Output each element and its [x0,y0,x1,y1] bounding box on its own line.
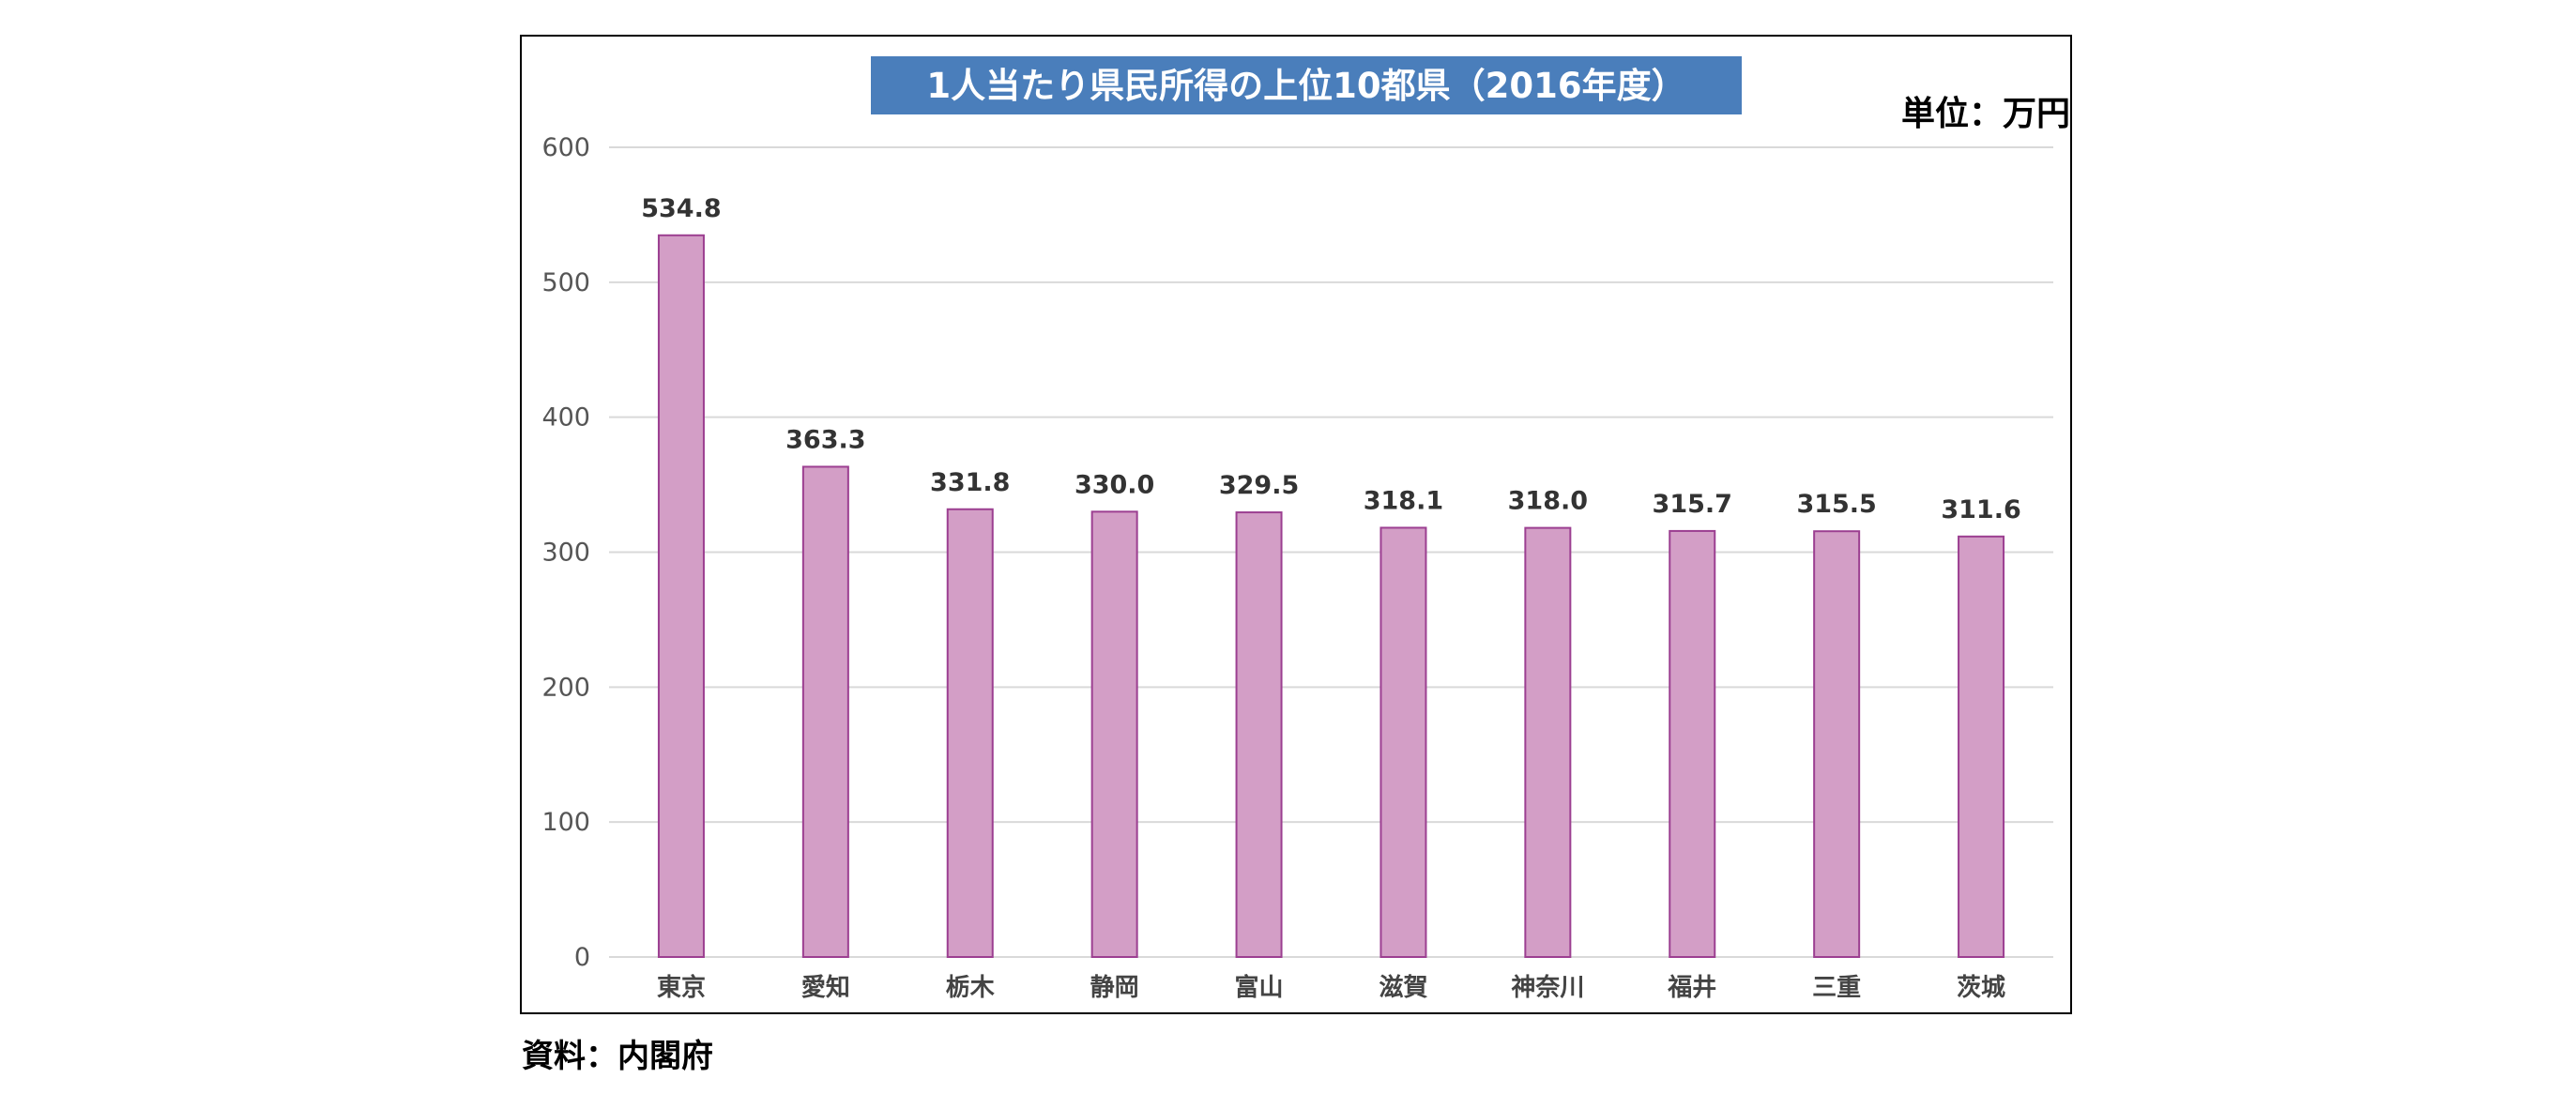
bar [1958,535,2005,958]
bar [1813,530,1861,958]
chart-frame: 0 100 200 300 400 500 600 534.8 363.3 331.8 330.0… [520,35,2072,1014]
gridlines [609,146,2053,958]
data-label: 534.8 [641,194,721,223]
y-tick-label: 400 [541,403,590,433]
bar [1090,510,1138,958]
bar [1379,526,1427,959]
data-label: 318.0 [1508,487,1588,516]
data-labels: 534.8 363.3 331.8 330.0 329.5 318.1 318.0 315.7… [641,194,2021,524]
y-tick-label: 600 [541,133,590,162]
data-label: 331.8 [930,468,1010,497]
category-label: 富山 [1235,973,1284,1002]
bar [1669,529,1716,958]
y-axis-ticks: 0 100 200 300 400 500 600 [541,133,590,972]
category-label: 静岡 [1090,973,1139,1002]
bar-chart: 0 100 200 300 400 500 600 534.8 363.3 331.8 330.0… [541,56,2070,1002]
data-label: 315.5 [1796,490,1876,519]
data-label: 329.5 [1219,471,1299,500]
y-tick-label: 300 [541,539,590,568]
unit-label: 単位：万円 [1901,95,2070,133]
bar [657,234,705,958]
y-tick-label: 200 [541,673,590,702]
category-label: 栃木 [946,974,995,1002]
category-label: 神奈川 [1511,974,1584,1002]
data-label: 311.6 [1941,495,2020,524]
bar [946,508,994,958]
bar [1235,511,1283,958]
category-label: 福井 [1667,974,1716,1002]
x-axis-categories: 東京 愛知 栃木 静岡 富山 滋賀 神奈川 福井 三重 茨城 [657,973,2005,1002]
bars [657,234,2005,959]
category-label: 愛知 [801,974,850,1002]
y-tick-label: 100 [541,808,590,837]
data-label: 363.3 [785,425,865,454]
chart-title: 1人当たり県民所得の上位10都県（2016年度） [926,66,1685,106]
y-tick-label: 0 [574,943,590,972]
source-note: 資料：内閣府 [522,1038,713,1075]
bar [1524,526,1572,958]
bar [801,465,849,958]
y-tick-label: 500 [541,268,590,297]
category-label: 東京 [657,973,706,1002]
category-label: 三重 [1812,974,1861,1002]
chart-title-background [871,56,1742,114]
category-label: 滋賀 [1379,973,1427,1002]
category-label: 茨城 [1957,974,2005,1002]
data-label: 330.0 [1075,470,1154,499]
data-label: 318.1 [1364,486,1443,515]
data-label: 315.7 [1653,490,1732,519]
